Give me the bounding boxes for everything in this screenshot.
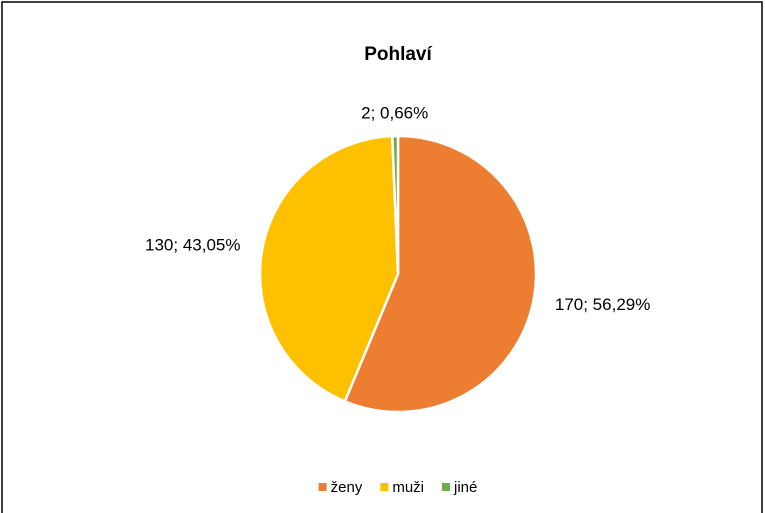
- legend-swatch: [380, 483, 389, 491]
- pie-slice: [390, 134, 400, 275]
- data-label: 130; 43,05%: [145, 235, 240, 254]
- chart-title: Pohlaví: [364, 44, 432, 65]
- pie-slice: [258, 134, 400, 403]
- legend-label: ženy: [331, 479, 363, 496]
- data-label: 2; 0,66%: [361, 104, 428, 123]
- legend-label: jiné: [453, 479, 477, 496]
- data-label: 170; 56,29%: [555, 295, 650, 314]
- legend-swatch: [442, 483, 450, 491]
- pie-slice: [343, 134, 538, 414]
- legend-label: muži: [392, 479, 424, 496]
- legend-swatch: [318, 483, 327, 491]
